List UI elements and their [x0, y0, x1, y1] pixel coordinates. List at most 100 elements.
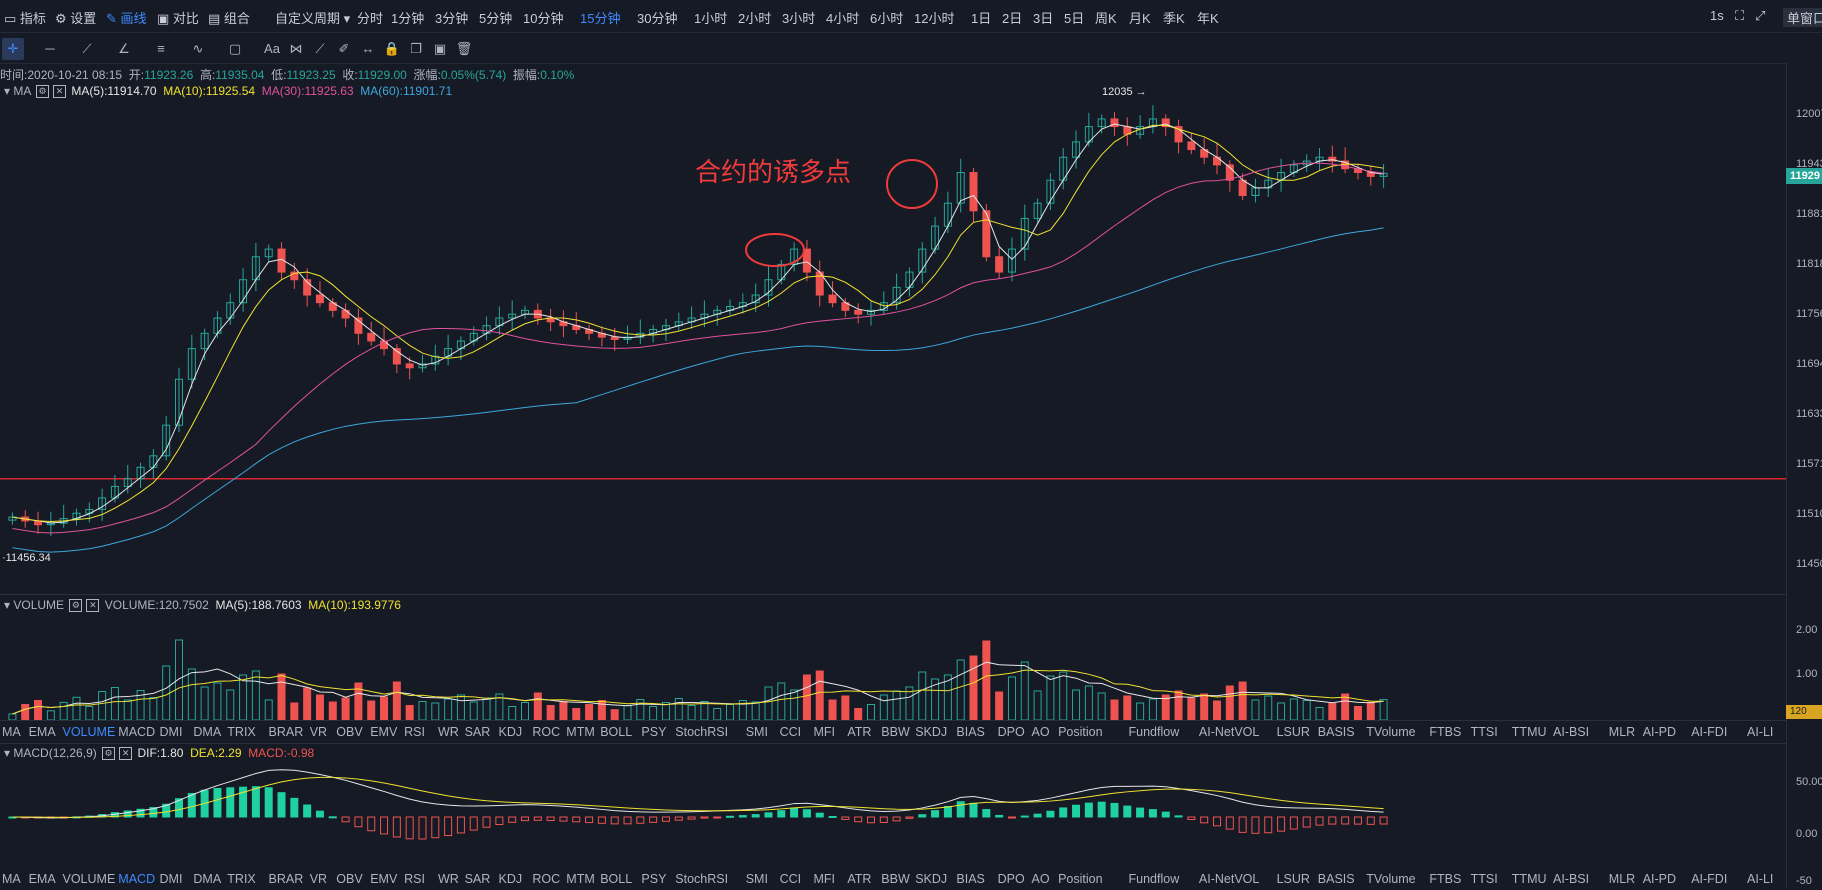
indicator-tab[interactable]: AI-NetVOL — [1198, 872, 1260, 886]
period-option[interactable]: 5日 — [1064, 11, 1085, 26]
indicator-tab[interactable]: OBV — [336, 872, 363, 886]
indicator-tab[interactable]: KDJ — [498, 872, 523, 886]
period-option[interactable]: 月K — [1129, 11, 1151, 26]
indicator-tab[interactable]: AI-NetVOL — [1198, 725, 1260, 739]
crosshair-icon[interactable]: ✛ — [2, 38, 24, 60]
indicator-tab[interactable]: EMV — [370, 872, 398, 886]
volume-settings-icon[interactable]: ⚙ — [69, 599, 83, 613]
indicator-tab[interactable]: DPO — [997, 872, 1025, 886]
indicator-tab[interactable]: SMI — [745, 725, 768, 739]
indicator-tab[interactable]: MTM — [566, 725, 595, 739]
indicator-tab[interactable]: StochRSI — [675, 725, 729, 739]
refresh-interval[interactable]: 1s — [1710, 8, 1724, 23]
compare-button[interactable]: ▣ 对比 — [157, 11, 199, 26]
indicator-tab[interactable]: WR — [438, 872, 459, 886]
indicator-tab[interactable]: LSUR — [1276, 872, 1310, 886]
period-option[interactable]: 4小时 — [826, 11, 860, 26]
indicator-tab[interactable]: BRAR — [268, 872, 304, 886]
indicator-tab[interactable]: Fundflow — [1128, 872, 1180, 886]
annotation-text[interactable]: 合约的诱多点 — [695, 157, 852, 187]
price-axis[interactable] — [1786, 63, 1822, 888]
indicator-tab[interactable]: DMI — [159, 725, 183, 739]
indicator-tab[interactable]: BRAR — [268, 725, 304, 739]
indicator-tab[interactable]: AI-LI — [1747, 725, 1774, 739]
period-option[interactable]: 1日 — [971, 11, 992, 26]
indicator-tab[interactable]: MFI — [813, 872, 836, 886]
indicator-tab[interactable]: BBW — [881, 725, 910, 739]
indicator-tab[interactable]: EMA — [28, 725, 56, 739]
horizontal-line-icon[interactable]: ─ — [45, 41, 55, 56]
period-option[interactable]: 季K — [1163, 11, 1185, 26]
period-option[interactable]: 1小时 — [694, 11, 728, 26]
indicator-tab[interactable]: TTMU — [1511, 872, 1547, 886]
text-tool-icon[interactable]: Aa — [264, 41, 280, 56]
indicator-tab[interactable]: MLR — [1608, 725, 1636, 739]
period-option[interactable]: 分时 — [357, 11, 384, 26]
draw-button[interactable]: ✎ 画线 — [106, 11, 147, 26]
trend-line-icon[interactable]: ⟋ — [82, 41, 92, 56]
indicator-tab[interactable]: RSI — [404, 725, 425, 739]
indicator-tab[interactable]: BIAS — [956, 725, 985, 739]
indicator-tab[interactable]: ROC — [532, 872, 561, 886]
period-option[interactable]: 3日 — [1033, 11, 1054, 26]
indicator-tab[interactable]: DPO — [997, 725, 1025, 739]
window-mode-button[interactable]: 单窗口 — [1783, 8, 1822, 27]
angle-icon[interactable]: ∠ — [118, 41, 130, 56]
indicator-tab[interactable]: TTSI — [1470, 725, 1498, 739]
period-option[interactable]: 6小时 — [870, 11, 904, 26]
rectangle-icon[interactable]: ▢ — [228, 41, 242, 56]
indicator-tab[interactable]: VOLUME — [62, 872, 116, 886]
lock-icon[interactable]: 🔒 — [383, 41, 401, 56]
volume-close-icon[interactable]: ✕ — [86, 599, 100, 613]
annotation-circle[interactable] — [886, 159, 938, 209]
indicator-tab[interactable]: BOLL — [600, 725, 633, 739]
period-option[interactable]: 30分钟 — [637, 11, 678, 26]
indicator-tab[interactable]: MACD — [118, 725, 156, 739]
macd-settings-icon[interactable]: ⚙ — [102, 747, 116, 761]
wave-icon[interactable]: ∿ — [192, 41, 204, 56]
indicator-tab[interactable]: AI-FDI — [1691, 872, 1728, 886]
pane-divider[interactable] — [0, 594, 1786, 595]
period-option[interactable]: 3小时 — [782, 11, 816, 26]
indicator-tab[interactable]: AI-BSI — [1553, 872, 1590, 886]
indicator-tab[interactable]: EMV — [370, 725, 398, 739]
indicator-tab[interactable]: TTSI — [1470, 872, 1498, 886]
volume-chart[interactable] — [0, 612, 1786, 720]
period-option[interactable]: 周K — [1095, 11, 1117, 26]
indicator-tab[interactable]: AI-BSI — [1553, 725, 1590, 739]
indicator-tab[interactable]: BOLL — [600, 872, 633, 886]
period-option[interactable]: 12小时 — [914, 11, 955, 26]
indicator-tab[interactable]: BIAS — [956, 872, 985, 886]
indicator-tab[interactable]: AO — [1031, 872, 1050, 886]
indicator-tab[interactable]: BASIS — [1317, 872, 1355, 886]
indicator-tab[interactable]: FTBS — [1429, 725, 1462, 739]
indicator-tab[interactable]: CCI — [779, 725, 802, 739]
indicator-tab[interactable]: Position — [1058, 872, 1103, 886]
indicator-tab[interactable]: VR — [309, 872, 328, 886]
candlestick-chart[interactable] — [0, 63, 1786, 593]
indicator-tab[interactable]: CCI — [779, 872, 802, 886]
indicator-tab[interactable]: RSI — [404, 872, 425, 886]
indicator-tab[interactable]: KDJ — [498, 725, 523, 739]
indicator-tab[interactable]: Position — [1058, 725, 1103, 739]
period-option[interactable]: 1分钟 — [391, 11, 425, 26]
indicator-tab[interactable]: FTBS — [1429, 872, 1462, 886]
indicator-tab[interactable]: SAR — [464, 872, 491, 886]
indicator-tab[interactable]: BASIS — [1317, 725, 1355, 739]
indicator-tab[interactable]: DMA — [193, 872, 222, 886]
indicator-tab[interactable]: TRIX — [227, 725, 256, 739]
macd-chart[interactable] — [0, 760, 1786, 868]
indicator-tab[interactable]: AO — [1031, 725, 1050, 739]
expand-icon[interactable]: ⤢ — [1755, 8, 1766, 23]
indicator-tab[interactable]: BBW — [881, 872, 910, 886]
annotation-circle[interactable] — [745, 233, 805, 267]
indicator-tab[interactable]: SKDJ — [915, 872, 948, 886]
indicator-tab[interactable]: DMA — [193, 725, 222, 739]
period-option[interactable]: 2小时 — [738, 11, 772, 26]
period-option[interactable]: 3分钟 — [435, 11, 469, 26]
brush-icon[interactable]: ✐ — [338, 41, 350, 56]
ma-close-icon[interactable]: ✕ — [53, 85, 67, 99]
period-option[interactable]: 2日 — [1002, 11, 1023, 26]
period-option[interactable]: 5分钟 — [479, 11, 513, 26]
indicator-tab[interactable]: PSY — [641, 725, 667, 739]
